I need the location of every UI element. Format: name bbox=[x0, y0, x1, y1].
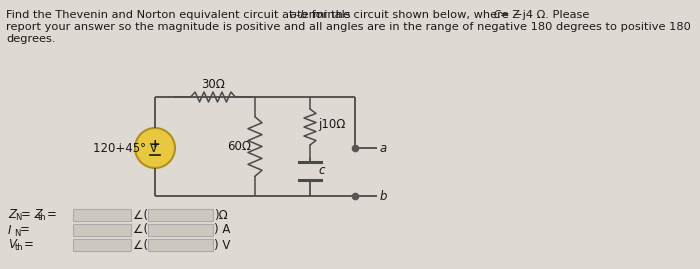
Bar bbox=[73, 224, 131, 236]
Text: a: a bbox=[380, 141, 387, 154]
Text: N: N bbox=[14, 228, 20, 238]
Text: =: = bbox=[20, 224, 30, 236]
Text: j10Ω: j10Ω bbox=[318, 118, 345, 131]
Circle shape bbox=[135, 128, 175, 168]
Text: +: + bbox=[150, 137, 160, 150]
Text: N: N bbox=[15, 214, 22, 222]
Text: 60Ω: 60Ω bbox=[227, 140, 251, 153]
Text: report your answer so the magnitude is positive and all angles are in the range : report your answer so the magnitude is p… bbox=[6, 22, 691, 32]
Text: )Ω: )Ω bbox=[214, 208, 228, 221]
Text: ∠(: ∠( bbox=[133, 208, 148, 221]
Text: ∠(: ∠( bbox=[133, 239, 148, 252]
Text: ) V: ) V bbox=[214, 239, 230, 252]
Text: 120∔45° V: 120∔45° V bbox=[93, 141, 158, 154]
Text: ) A: ) A bbox=[214, 224, 230, 236]
Text: =: = bbox=[24, 239, 34, 252]
Text: V: V bbox=[8, 239, 16, 252]
Text: for the circuit shown below, where Z: for the circuit shown below, where Z bbox=[308, 10, 520, 20]
Text: = −j4 Ω. Please: = −j4 Ω. Please bbox=[500, 10, 589, 20]
Text: a-b: a-b bbox=[290, 10, 309, 20]
Text: ∠(: ∠( bbox=[133, 224, 148, 236]
Text: degrees.: degrees. bbox=[6, 34, 55, 44]
Bar bbox=[73, 209, 131, 221]
Text: I: I bbox=[8, 224, 11, 236]
Text: c: c bbox=[318, 165, 325, 178]
Bar bbox=[73, 239, 131, 251]
Bar bbox=[148, 239, 213, 251]
Text: = Z: = Z bbox=[21, 208, 43, 221]
Text: Z: Z bbox=[8, 208, 16, 221]
Text: =: = bbox=[47, 208, 57, 221]
Text: b: b bbox=[380, 189, 388, 203]
Text: th: th bbox=[38, 214, 47, 222]
Bar bbox=[148, 224, 213, 236]
Text: th: th bbox=[15, 243, 24, 253]
Bar bbox=[148, 209, 213, 221]
Text: Find the Thevenin and Norton equivalent circuit at terminals: Find the Thevenin and Norton equivalent … bbox=[6, 10, 354, 20]
Text: C: C bbox=[494, 10, 500, 20]
Text: 30Ω: 30Ω bbox=[201, 79, 225, 91]
